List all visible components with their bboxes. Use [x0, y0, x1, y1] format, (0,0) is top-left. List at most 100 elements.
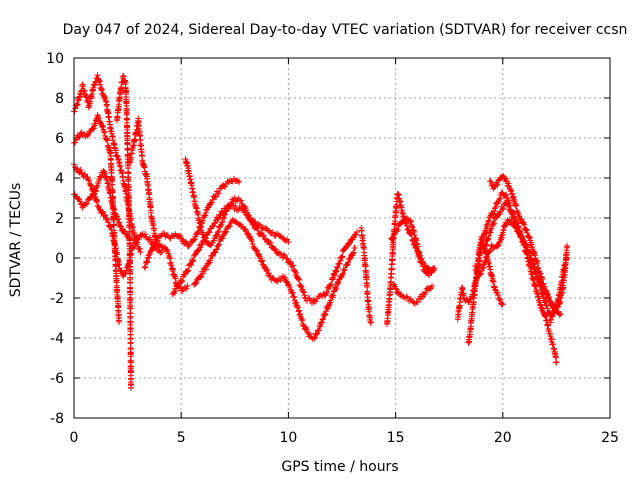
- data-point: [126, 252, 133, 259]
- data-point: [491, 208, 498, 215]
- data-point: [172, 287, 179, 294]
- data-point: [212, 219, 219, 226]
- data-point: [215, 190, 222, 197]
- data-point: [493, 289, 500, 296]
- data-point: [74, 101, 81, 108]
- series-track-4: [71, 167, 133, 241]
- data-point: [427, 268, 434, 275]
- data-point: [293, 299, 300, 306]
- data-point: [542, 288, 549, 295]
- data-point: [116, 319, 123, 325]
- data-point: [247, 235, 254, 242]
- plot-frame: [73, 57, 611, 419]
- data-point: [353, 231, 360, 238]
- data-point: [261, 235, 268, 242]
- data-point: [473, 266, 480, 273]
- data-point: [146, 254, 153, 261]
- data-point: [524, 229, 531, 236]
- data-point: [215, 215, 222, 222]
- data-point: [328, 281, 335, 288]
- data-point: [267, 239, 274, 246]
- data-point: [91, 82, 98, 89]
- data-point: [78, 170, 85, 177]
- data-point: [564, 243, 571, 249]
- data-point: [311, 298, 318, 305]
- data-point: [391, 231, 398, 238]
- data-point: [253, 247, 260, 254]
- data-point: [497, 296, 504, 303]
- data-point: [181, 272, 188, 279]
- data-point: [333, 268, 340, 275]
- data-point: [136, 245, 143, 252]
- data-point: [102, 94, 109, 101]
- data-point: [491, 184, 498, 191]
- data-point: [514, 209, 521, 216]
- data-point: [231, 206, 238, 213]
- data-point: [346, 255, 353, 262]
- data-point: [112, 245, 119, 252]
- data-point: [484, 223, 491, 230]
- data-point: [505, 202, 512, 209]
- data-point: [523, 242, 530, 249]
- data-point: [276, 232, 283, 239]
- data-point: [290, 262, 297, 269]
- data-point: [102, 97, 109, 104]
- data-point: [91, 191, 98, 198]
- data-point: [289, 289, 296, 296]
- data-point: [334, 265, 341, 272]
- data-point: [494, 181, 501, 188]
- data-point: [137, 249, 144, 255]
- data-point: [295, 304, 302, 311]
- data-point: [83, 201, 90, 208]
- y-tick-label: 0: [55, 251, 64, 267]
- data-point: [322, 311, 329, 318]
- data-point: [85, 176, 92, 183]
- data-point: [245, 230, 252, 237]
- data-point: [499, 301, 506, 307]
- data-point: [114, 215, 121, 222]
- data-point: [341, 267, 348, 274]
- data-point: [184, 162, 191, 169]
- data-point: [214, 229, 221, 236]
- data-point: [392, 285, 399, 292]
- data-point: [86, 177, 93, 184]
- data-point: [113, 147, 120, 154]
- data-point: [536, 297, 543, 304]
- data-point: [492, 204, 499, 211]
- data-point: [334, 263, 341, 270]
- data-point: [150, 244, 157, 251]
- data-point: [564, 255, 571, 261]
- data-point: [422, 265, 429, 272]
- series-track-20: [546, 255, 571, 326]
- data-point: [155, 233, 162, 240]
- data-point: [298, 283, 305, 290]
- data-point: [519, 220, 526, 227]
- data-point: [483, 241, 490, 248]
- data-point: [561, 261, 568, 268]
- data-point: [556, 311, 563, 318]
- data-point: [141, 263, 148, 270]
- data-point: [185, 267, 192, 274]
- data-point: [538, 304, 545, 311]
- data-point: [546, 297, 553, 304]
- data-point: [207, 257, 214, 264]
- data-point: [508, 209, 515, 216]
- data-point: [155, 242, 162, 249]
- data-point: [143, 258, 150, 265]
- data-point: [144, 259, 151, 266]
- data-point: [318, 319, 325, 326]
- data-point: [98, 86, 105, 93]
- data-point: [77, 166, 84, 173]
- y-tick-label: -2: [50, 291, 64, 307]
- data-point: [202, 209, 209, 216]
- data-point: [115, 216, 122, 223]
- series-track-1: [71, 72, 144, 255]
- data-point: [335, 277, 342, 284]
- data-point: [367, 319, 374, 325]
- data-point: [87, 182, 94, 189]
- data-point: [551, 307, 558, 314]
- data-point: [476, 271, 483, 278]
- data-point: [226, 223, 233, 230]
- data-point: [159, 230, 166, 237]
- data-point: [323, 290, 330, 297]
